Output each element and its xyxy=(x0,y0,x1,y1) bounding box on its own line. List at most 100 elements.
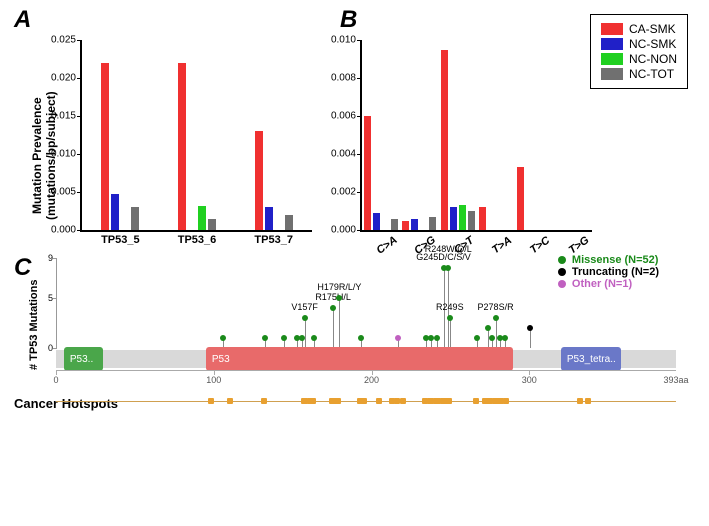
lollipop-head xyxy=(262,335,268,341)
bar xyxy=(111,194,119,230)
lollipop-head xyxy=(447,315,453,321)
scale-label: 100 xyxy=(206,375,221,385)
bar xyxy=(450,207,457,230)
bar-group xyxy=(554,40,592,230)
legend-row: NC-TOT xyxy=(601,67,677,81)
lollipop: R249S xyxy=(450,318,451,348)
bar xyxy=(265,207,273,230)
bar xyxy=(411,219,418,230)
mutation-label: P278S/R xyxy=(478,302,514,312)
hotspot-dot xyxy=(361,398,367,404)
bar-group xyxy=(400,40,438,230)
legend-row: NC-SMK xyxy=(601,37,677,51)
lollipop-head xyxy=(493,315,499,321)
ytick-label: 0.020 xyxy=(51,73,82,84)
bar xyxy=(479,207,486,230)
legend-swatch xyxy=(601,68,623,80)
bar-group xyxy=(235,40,312,230)
lollipop-head xyxy=(527,325,533,331)
c-ytick-label: 5 xyxy=(48,293,57,303)
bar xyxy=(285,215,293,230)
domain-box: P53.. xyxy=(64,347,103,371)
lollipop-head xyxy=(445,265,451,271)
domain-track: P53..P53P53_tetra.. xyxy=(56,350,676,368)
x-label: T>C xyxy=(519,226,560,261)
scale-label: 0 xyxy=(53,375,58,385)
scale-end-label: 393aa xyxy=(663,375,688,385)
legend-label: NC-TOT xyxy=(629,67,674,81)
ytick-label: 0.000 xyxy=(51,225,82,236)
bar xyxy=(255,131,263,230)
hotspot-track xyxy=(56,397,676,407)
panel-a-chart: 0.0000.0050.0100.0150.0200.025TP53_5TP53… xyxy=(80,40,312,232)
bar-group xyxy=(159,40,236,230)
mutation-label: R248W/Q/L xyxy=(425,244,472,254)
lollipop-head xyxy=(428,335,434,341)
ytick-label: 0.010 xyxy=(331,35,362,46)
bar-group xyxy=(362,40,400,230)
scale-label: 300 xyxy=(522,375,537,385)
lollipop-head xyxy=(395,335,401,341)
bar xyxy=(101,63,109,230)
ytick-label: 0.015 xyxy=(51,111,82,122)
ytick-label: 0.008 xyxy=(331,73,362,84)
bar xyxy=(373,213,380,230)
hotspot-dot xyxy=(400,398,406,404)
x-label: C>A xyxy=(366,226,407,261)
lollipop-head xyxy=(502,335,508,341)
hotspot-dot xyxy=(577,398,583,404)
legend-label: NC-SMK xyxy=(629,37,676,51)
scale-track: 0100200300393aa xyxy=(56,370,676,386)
hotspot-dot xyxy=(335,398,341,404)
bar xyxy=(198,206,206,230)
lollipop: V157F xyxy=(305,318,306,348)
lollipop-head xyxy=(358,335,364,341)
lollipop-head xyxy=(485,325,491,331)
x-label: TP53_5 xyxy=(82,230,159,246)
lollipop-head xyxy=(434,335,440,341)
bar xyxy=(178,63,186,230)
mutation-label: R249S xyxy=(436,302,464,312)
bar xyxy=(459,205,466,230)
bar xyxy=(208,219,216,230)
bar-group xyxy=(477,40,515,230)
panel-b-label: B xyxy=(340,6,357,34)
ytick-label: 0.002 xyxy=(331,187,362,198)
legend-row: NC-NON xyxy=(601,52,677,66)
hotspot-dot xyxy=(503,398,509,404)
mutation-label: H179R/L/Y xyxy=(317,282,361,292)
legend-row: CA-SMK xyxy=(601,22,677,36)
lollipop-plot: 059V157FR175H/LH179R/L/YG245D/C/S/VR248W… xyxy=(56,258,677,348)
ytick-label: 0.000 xyxy=(331,225,362,236)
scale-label: 200 xyxy=(364,375,379,385)
bar-group xyxy=(515,40,553,230)
hotspot-dot xyxy=(208,398,214,404)
lollipop-head xyxy=(489,335,495,341)
panel-c: C # TP53 Mutations Missense (N=52)Trunca… xyxy=(10,258,699,407)
ytick-label: 0.006 xyxy=(331,111,362,122)
panel-c-label: C xyxy=(14,254,31,282)
c-ytick-label: 9 xyxy=(48,253,57,263)
panel-b-chart: 0.0000.0020.0040.0060.0080.010C>AC>GC>TT… xyxy=(360,40,592,232)
panel-a: A Mutation Prevalence (mutations/bp/subj… xyxy=(10,10,310,232)
hotspot-dot xyxy=(394,398,400,404)
bar-group xyxy=(439,40,477,230)
top-row: A Mutation Prevalence (mutations/bp/subj… xyxy=(10,10,699,232)
bar xyxy=(131,207,139,230)
lollipop-head xyxy=(311,335,317,341)
hotspot-dot xyxy=(227,398,233,404)
hotspot-dot xyxy=(473,398,479,404)
legend-label: CA-SMK xyxy=(629,22,676,36)
lollipop xyxy=(530,328,531,348)
legend-swatch xyxy=(601,53,623,65)
hotspot-dot xyxy=(446,398,452,404)
lollipop: P278S/R xyxy=(496,318,497,348)
legend-swatch xyxy=(601,23,623,35)
ytick-label: 0.004 xyxy=(331,149,362,160)
bar xyxy=(364,116,371,230)
hotspot-dot xyxy=(310,398,316,404)
mutation-label: R175H/L xyxy=(315,292,351,302)
legend-label: NC-NON xyxy=(629,52,677,66)
lollipop-head xyxy=(220,335,226,341)
panel-c-ylabel: # TP53 Mutations xyxy=(28,280,40,370)
